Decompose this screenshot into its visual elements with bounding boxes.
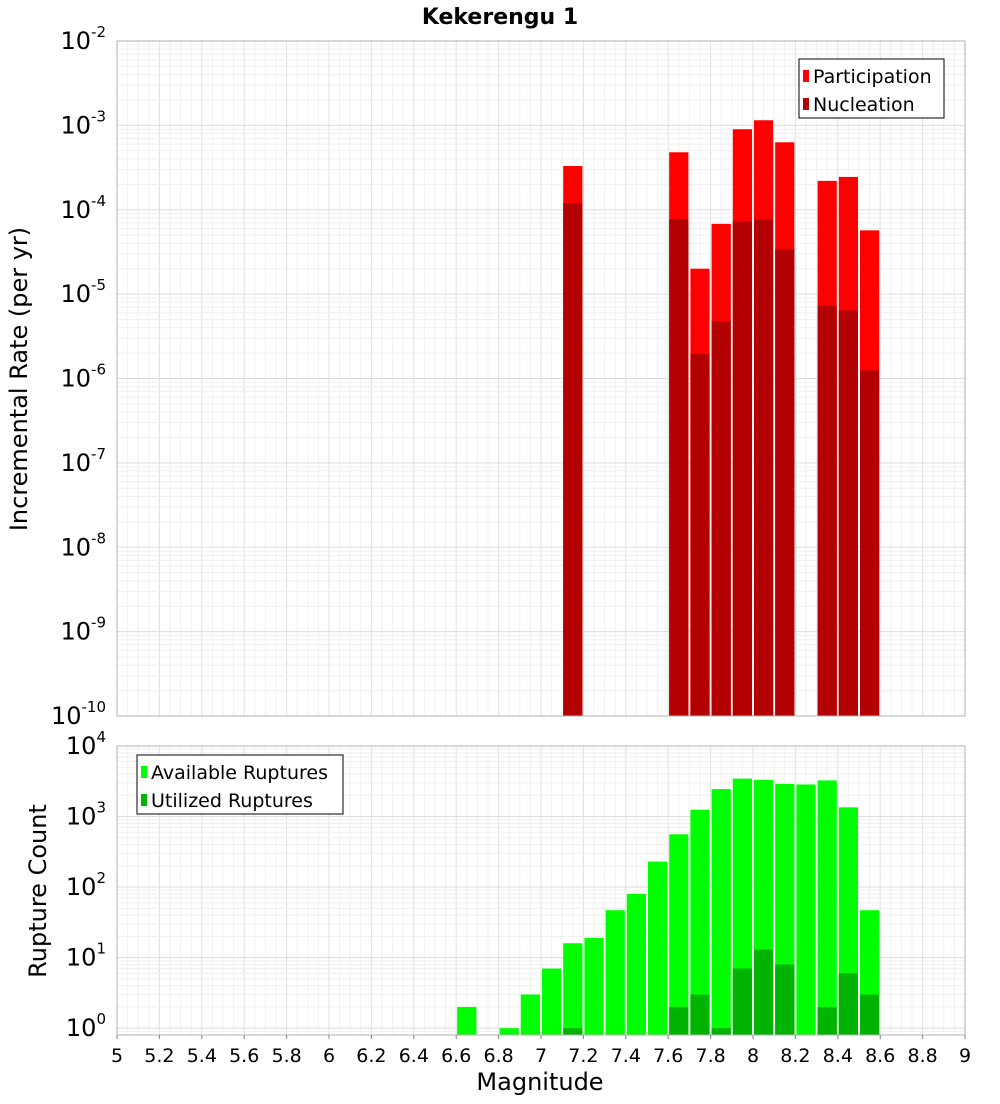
legend-label: Participation xyxy=(813,66,932,88)
bar xyxy=(563,943,583,1035)
y-tick-label: 10-4 xyxy=(60,192,106,224)
rate-y-axis-label: Incremental Rate (per yr) xyxy=(5,227,33,531)
x-tick-label: 7 xyxy=(535,1045,547,1067)
count-y-axis-label: Rupture Count xyxy=(24,804,52,978)
bar xyxy=(817,305,837,716)
x-tick-label: 8.4 xyxy=(823,1045,853,1067)
y-tick-label: 10-3 xyxy=(60,107,106,139)
x-tick-label: 7.6 xyxy=(653,1045,683,1067)
x-axis-label: Magnitude xyxy=(476,1068,603,1096)
bar xyxy=(775,249,795,716)
y-tick-label: 10-8 xyxy=(60,529,106,561)
bar xyxy=(711,1028,731,1035)
bar xyxy=(711,321,731,716)
rate-plot: 10-10 10-9 10-8 10-7 10-6 10-5 10-4 10-3 10-2 Par… xyxy=(51,23,966,730)
bar xyxy=(648,861,668,1035)
bar xyxy=(732,221,752,716)
x-tick-label: 6.2 xyxy=(356,1045,386,1067)
legend-label: Utilized Ruptures xyxy=(151,790,313,812)
legend-swatch xyxy=(803,98,809,110)
bar xyxy=(817,780,837,1035)
x-tick-label: 5 xyxy=(111,1045,123,1067)
y-tick-label: 101 xyxy=(66,940,106,972)
x-tick-label: 6.4 xyxy=(399,1045,429,1067)
bar xyxy=(457,1006,477,1035)
bar xyxy=(563,203,583,716)
bar xyxy=(754,219,774,717)
legend-swatch xyxy=(141,794,147,806)
x-tick-label: 7.4 xyxy=(611,1045,641,1067)
y-tick-label: 10-5 xyxy=(60,276,106,308)
bar xyxy=(838,973,858,1035)
x-tick-label: 6.6 xyxy=(441,1045,471,1067)
legend-swatch xyxy=(141,766,147,778)
x-tick-label: 7.2 xyxy=(568,1045,598,1067)
grid xyxy=(116,41,966,717)
bar xyxy=(838,310,858,716)
y-tick-label: 10-6 xyxy=(60,361,106,393)
bar xyxy=(669,834,689,1035)
y-tick-label: 10-7 xyxy=(60,445,106,477)
bar xyxy=(520,994,540,1035)
bar xyxy=(860,370,880,716)
x-tick-label: 8.8 xyxy=(907,1045,937,1067)
bar xyxy=(690,354,710,716)
x-tick-label: 5.8 xyxy=(271,1045,301,1067)
x-tick-label: 5.4 xyxy=(187,1045,217,1067)
y-tick-label: 10-10 xyxy=(51,698,106,730)
bar xyxy=(732,968,752,1035)
bar xyxy=(690,809,710,1035)
series-nucleation xyxy=(563,203,880,717)
bar xyxy=(542,968,562,1035)
x-tick-label: 8.2 xyxy=(780,1045,810,1067)
bar xyxy=(669,219,689,717)
x-tick-label: 8 xyxy=(747,1045,759,1067)
legend-box xyxy=(136,754,344,815)
series-available-ruptures xyxy=(457,778,880,1035)
x-tick-labels: 5 5.2 5.4 5.6 5.8 6 6.2 6.4 6.6 6.8 7 7.2 7.4 7.6 7.8 8… xyxy=(111,1035,971,1067)
bar xyxy=(690,994,710,1035)
bar xyxy=(584,937,604,1035)
bar xyxy=(563,1028,583,1035)
bar xyxy=(626,893,646,1035)
legend-label: Available Ruptures xyxy=(151,762,328,784)
bar xyxy=(669,1006,689,1035)
y-tick-label: 10-9 xyxy=(60,614,106,646)
legend: Available Ruptures Utilized Ruptures xyxy=(136,754,344,815)
y-tick-labels: 100 101 102 103 104 xyxy=(66,728,106,1042)
y-tick-label: 103 xyxy=(66,799,106,831)
legend-label: Nucleation xyxy=(813,94,915,116)
bar xyxy=(711,789,731,1035)
x-tick-label: 9 xyxy=(959,1045,971,1067)
x-tick-label: 7.8 xyxy=(695,1045,725,1067)
legend-swatch xyxy=(803,70,809,82)
x-tick-label: 5.2 xyxy=(144,1045,174,1067)
legend: Participation Nucleation xyxy=(798,58,945,119)
x-tick-label: 6 xyxy=(323,1045,335,1067)
bar xyxy=(796,784,816,1035)
y-tick-label: 102 xyxy=(66,869,106,901)
bar xyxy=(754,949,774,1035)
count-plot: 100 101 102 103 104 5 5.2 5.4 5.6 5.8 6 6.2 6.4 6.6 6.… xyxy=(66,728,971,1067)
bar xyxy=(499,1028,519,1035)
y-tick-label: 100 xyxy=(66,1010,106,1042)
x-tick-label: 5.6 xyxy=(229,1045,259,1067)
plot-border xyxy=(116,40,966,717)
y-tick-label: 104 xyxy=(66,728,106,760)
x-tick-label: 6.8 xyxy=(483,1045,513,1067)
x-tick-label: 8.6 xyxy=(865,1045,895,1067)
legend-box xyxy=(798,58,945,119)
bar xyxy=(817,1006,837,1035)
bar xyxy=(860,994,880,1035)
series-utilized-ruptures xyxy=(563,949,880,1035)
chart-title: Kekerengu 1 xyxy=(422,5,578,30)
bar xyxy=(605,910,625,1035)
y-tick-labels: 10-10 10-9 10-8 10-7 10-6 10-5 10-4 10-3 10-2 xyxy=(51,23,106,730)
y-tick-label: 10-2 xyxy=(60,23,106,55)
bar xyxy=(775,964,795,1035)
